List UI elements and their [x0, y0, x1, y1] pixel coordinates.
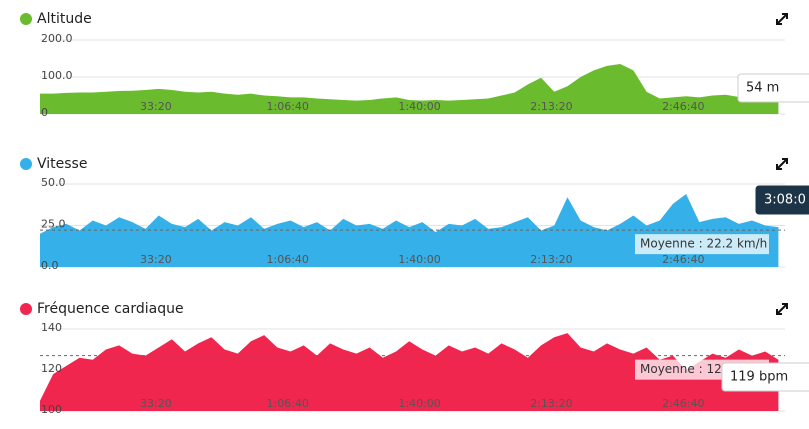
x-tick-label: 33:20	[140, 100, 172, 113]
y-tick-label: 100	[41, 403, 62, 416]
y-tick-label: 0	[41, 106, 48, 119]
x-tick-label: 2:46:40	[662, 100, 704, 113]
tooltip-box	[721, 362, 809, 392]
tooltip-box	[737, 73, 809, 103]
expand-icon[interactable]	[776, 13, 788, 25]
area	[40, 333, 779, 411]
legend-dot	[20, 158, 32, 170]
legend-dot	[20, 303, 32, 315]
mean-label: Moyenne : 22.2 km/h	[640, 237, 767, 251]
tooltip-text: 3:08:0	[764, 193, 806, 208]
chart-title: Vitesse	[37, 156, 87, 172]
y-tick-label: 0.0	[41, 259, 59, 272]
y-tick-label: 50.0	[41, 176, 66, 189]
expand-arrow	[776, 13, 788, 25]
y-tick-label: 200.0	[41, 32, 73, 45]
expand-icon[interactable]	[776, 303, 788, 315]
x-tick-label: 1:40:00	[398, 100, 440, 113]
area	[40, 64, 779, 114]
chart-title: Fréquence cardiaque	[37, 301, 184, 317]
x-tick-label: 2:46:40	[662, 253, 704, 266]
expand-arrow	[776, 303, 788, 315]
mean-label-bg	[635, 234, 769, 255]
x-tick-label: 1:06:40	[267, 397, 309, 410]
tooltip-box	[755, 185, 809, 215]
legend-dot	[20, 13, 32, 25]
expand-icon[interactable]	[776, 158, 788, 170]
x-tick-label: 2:13:20	[530, 253, 572, 266]
x-tick-label: 1:06:40	[267, 253, 309, 266]
tooltip-text: 119 bpm	[730, 370, 788, 385]
y-tick-label: 25.0	[41, 218, 66, 231]
y-tick-label: 120	[41, 362, 62, 375]
expand-arrow	[776, 158, 788, 170]
x-tick-label: 1:40:00	[398, 397, 440, 410]
area	[40, 193, 779, 267]
y-tick-label: 100.0	[41, 69, 73, 82]
x-tick-label: 2:46:40	[662, 397, 704, 410]
x-tick-label: 2:13:20	[530, 397, 572, 410]
x-tick-label: 33:20	[140, 397, 172, 410]
x-tick-label: 33:20	[140, 253, 172, 266]
y-tick-label: 140	[41, 321, 62, 334]
x-tick-label: 1:06:40	[267, 100, 309, 113]
chart-title: Altitude	[37, 11, 92, 27]
x-tick-label: 1:40:00	[398, 253, 440, 266]
x-tick-label: 2:13:20	[530, 100, 572, 113]
tooltip-text: 54 m	[746, 81, 779, 96]
